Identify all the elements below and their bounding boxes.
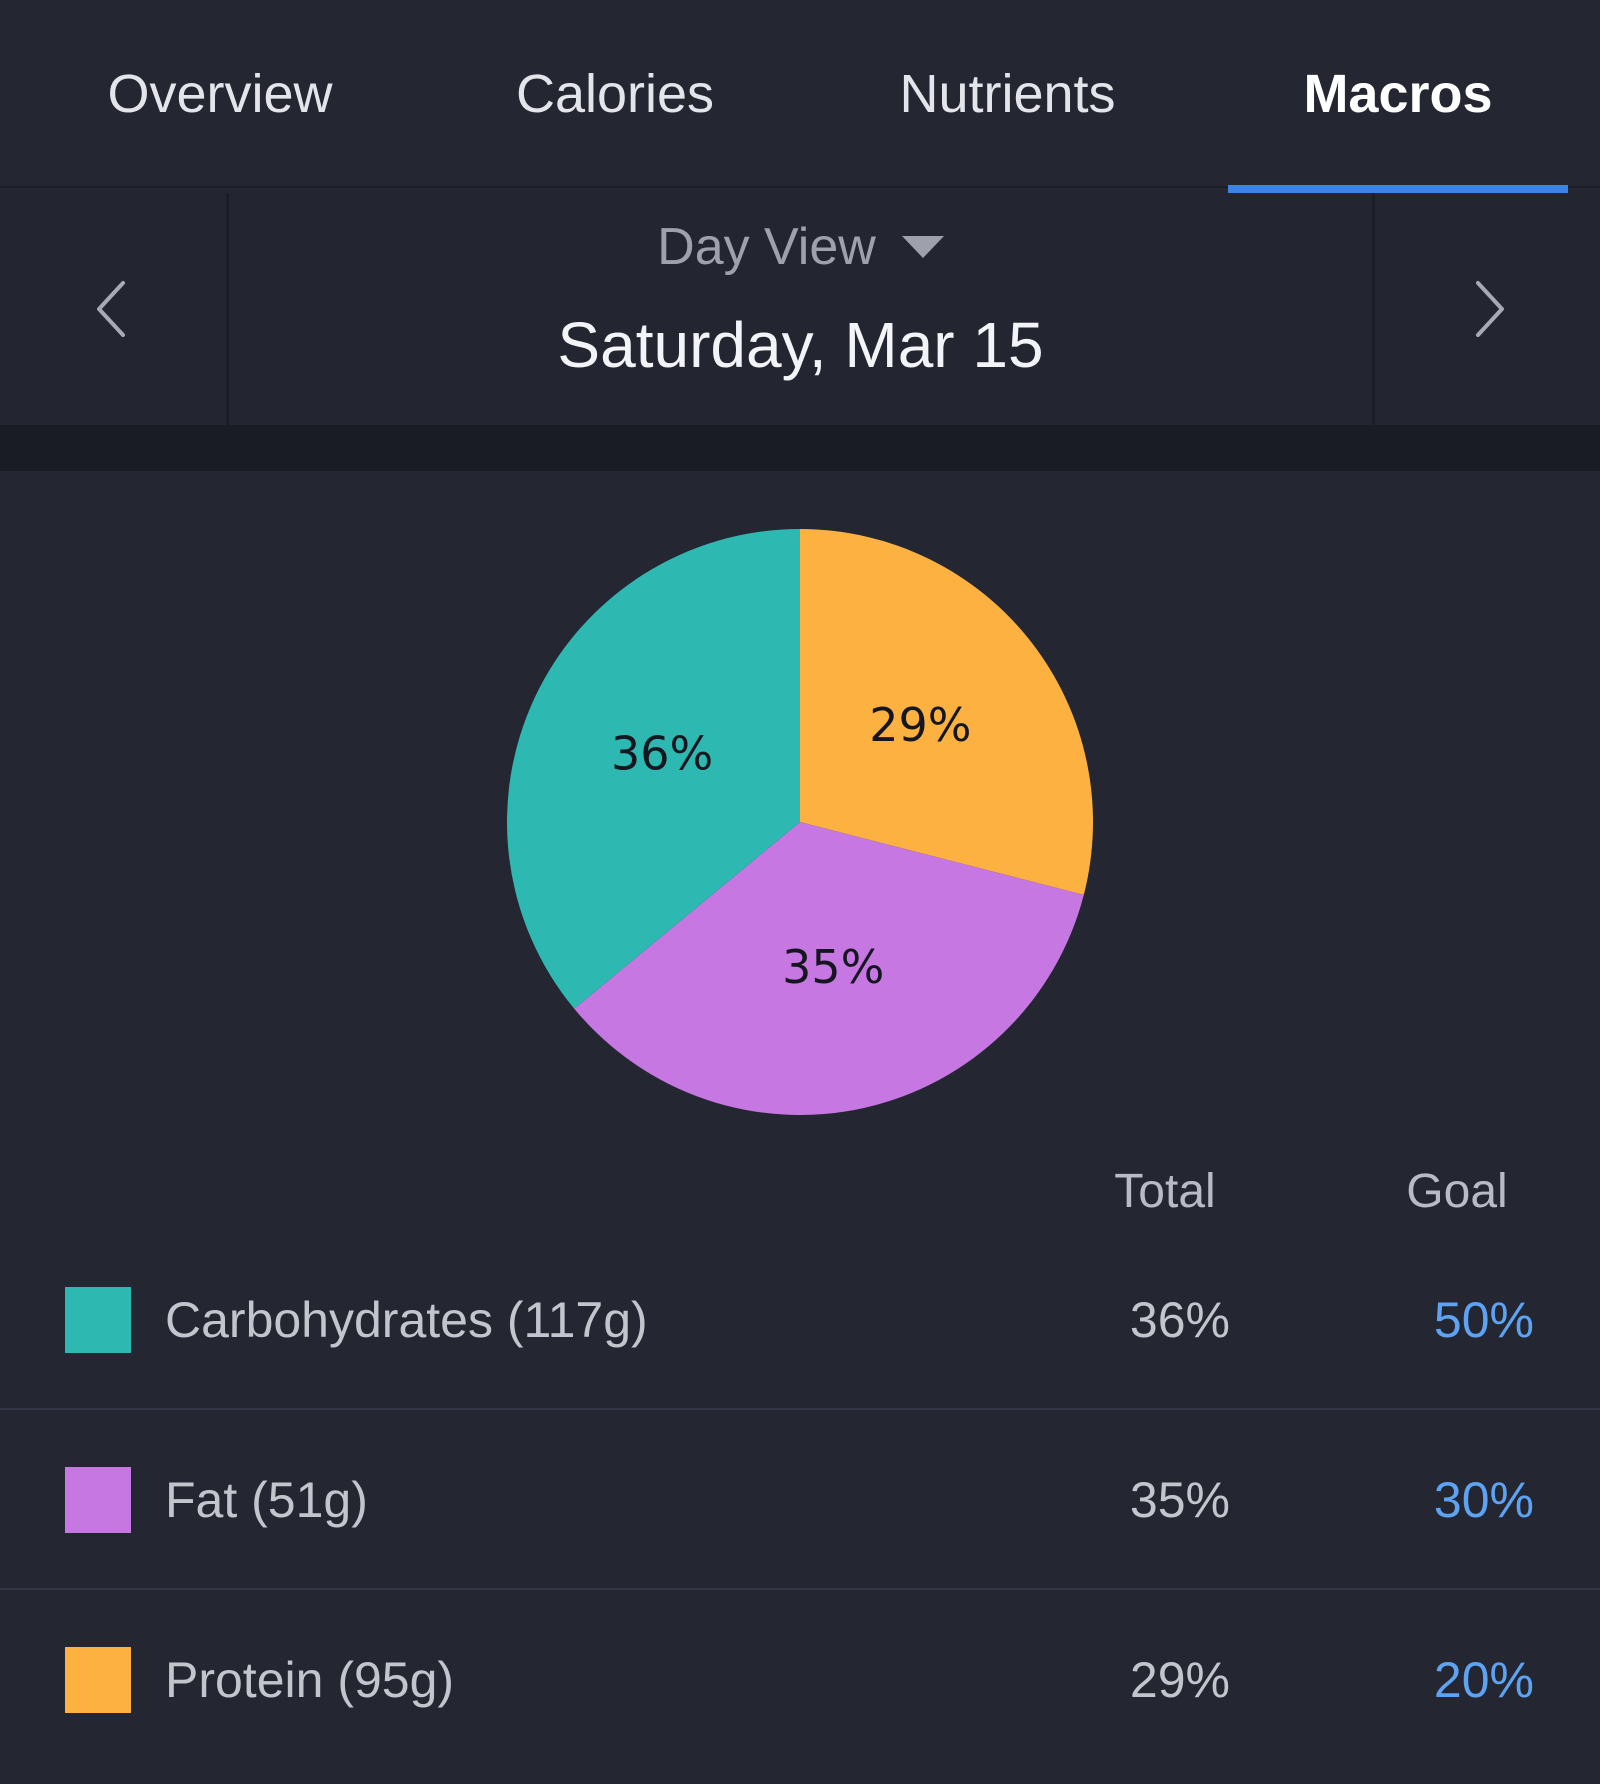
tab-calories[interactable]: Calories — [515, 64, 715, 124]
macro-row-protein: Protein (95g) 29% 20% — [0, 1590, 1600, 1770]
tab-bar: Overview Calories Nutrients Macros — [0, 0, 1600, 193]
tab-overview[interactable]: Overview — [107, 64, 333, 124]
macro-goal[interactable]: 30% — [1433, 1472, 1534, 1528]
chevron-right-icon — [1476, 281, 1504, 337]
macro-label: Protein (95g) — [165, 1652, 455, 1708]
active-tab-indicator — [1228, 185, 1568, 193]
section-divider — [0, 425, 1600, 471]
macro-row-fat: Fat (51g) 35% 30% — [0, 1410, 1600, 1590]
pie-chart-svg: 29% 35% 36% — [506, 529, 1093, 1115]
macro-goal[interactable]: 50% — [1433, 1292, 1534, 1348]
pie-slice-fat — [574, 822, 1084, 1115]
pie-slice-protein — [800, 529, 1093, 895]
macro-total: 36% — [1129, 1292, 1230, 1348]
current-date: Saturday, Mar 15 — [557, 309, 1044, 381]
macro-row-carbohydrates: Carbohydrates (117g) 36% 50% — [0, 1230, 1600, 1410]
macros-pie-chart: 29% 35% 36% — [0, 471, 1600, 1171]
pie-label-fat: 35% — [782, 940, 884, 994]
date-navigation: Day View Saturday, Mar 15 — [0, 193, 1600, 425]
macro-goal[interactable]: 20% — [1433, 1652, 1534, 1708]
chevron-left-icon — [97, 281, 125, 337]
next-day-button[interactable] — [1372, 193, 1600, 425]
tab-macros[interactable]: Macros — [1303, 64, 1493, 124]
macro-total: 29% — [1129, 1652, 1230, 1708]
date-display: Day View Saturday, Mar 15 — [229, 193, 1372, 425]
macro-label: Fat (51g) — [165, 1472, 368, 1528]
view-selector[interactable]: Day View — [229, 217, 1372, 277]
legend-swatch-protein — [65, 1647, 131, 1713]
pie-label-carbohydrates: 36% — [611, 727, 713, 781]
macro-label: Carbohydrates (117g) — [165, 1292, 648, 1348]
view-selector-label: Day View — [657, 218, 876, 276]
column-header-total: Total — [1114, 1165, 1216, 1218]
pie-label-protein: 29% — [869, 698, 971, 752]
column-header-goal: Goal — [1406, 1165, 1508, 1218]
tab-nutrients[interactable]: Nutrients — [899, 64, 1116, 124]
macro-total: 35% — [1129, 1472, 1230, 1528]
legend-swatch-carbohydrates — [65, 1287, 131, 1353]
legend-swatch-fat — [65, 1467, 131, 1533]
caret-down-icon — [901, 236, 944, 258]
pie-slice-carbohydrates — [506, 529, 800, 1009]
previous-day-button[interactable] — [0, 193, 229, 425]
